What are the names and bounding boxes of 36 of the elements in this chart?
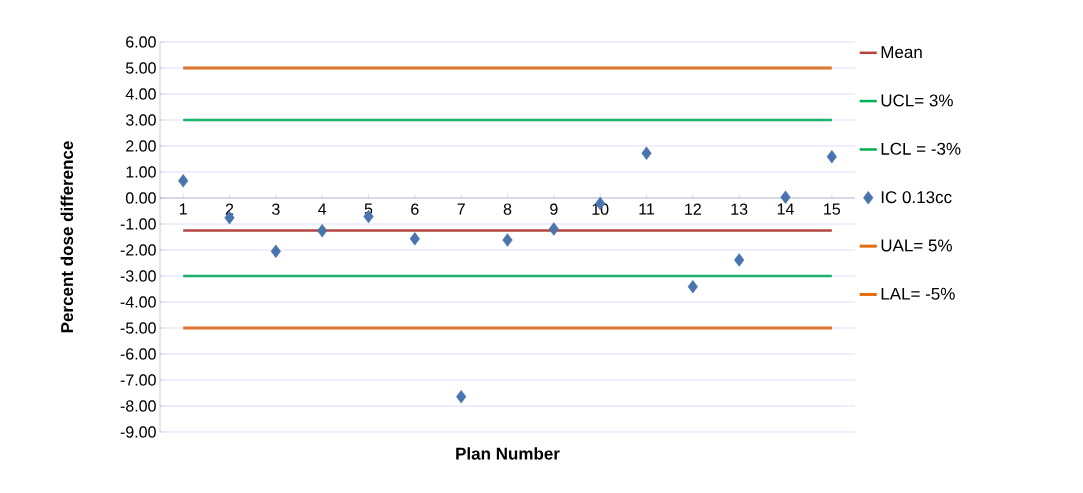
y-tick-label: -9.00: [120, 426, 156, 438]
x-tick-label: 9: [550, 203, 558, 215]
x-tick-label: 4: [318, 203, 327, 215]
y-tick-label: -2.00: [120, 244, 156, 256]
legend-label: UAL= 5%: [881, 239, 952, 252]
y-axis-title: Percent dose difference: [60, 141, 74, 333]
x-tick-label: 7: [457, 203, 465, 215]
y-tick-label: -1.00: [120, 218, 156, 230]
y-tick-label: -8.00: [120, 400, 156, 412]
y-tick-label: 1.00: [126, 166, 156, 178]
legend-label: IC 0.13cc: [881, 191, 952, 204]
x-tick-label: 11: [639, 203, 655, 215]
y-tick-label: -6.00: [120, 348, 156, 360]
legend-label: UCL= 3%: [881, 94, 953, 107]
y-tick-label: 3.00: [125, 114, 156, 126]
x-tick-label: 8: [503, 203, 512, 215]
legend-label: LCL = -3%: [881, 142, 961, 155]
x-tick-label: 3: [272, 203, 280, 215]
x-tick-label: 14: [777, 203, 794, 215]
y-tick-label: 4.00: [125, 88, 156, 100]
y-tick-label: 6.00: [126, 36, 156, 48]
y-tick-label: 0.00: [125, 192, 156, 204]
legend-label: LAL= -5%: [881, 287, 955, 300]
y-tick-label: 2.00: [126, 140, 156, 152]
x-tick-label: 6: [411, 203, 419, 215]
x-tick-label: 1: [179, 203, 187, 215]
y-tick-label: 5.00: [125, 62, 156, 74]
y-tick-label: -7.00: [120, 374, 156, 386]
x-tick-label: 12: [685, 203, 701, 215]
x-axis-title: Plan Number: [456, 447, 560, 460]
legend-label: Mean: [881, 46, 922, 59]
x-tick-label: 13: [731, 203, 748, 215]
y-tick-label: -5.00: [120, 322, 156, 334]
y-tick-label: -3.00: [120, 270, 156, 282]
x-tick-label: 15: [824, 203, 841, 215]
y-tick-label: -4.00: [120, 296, 156, 308]
